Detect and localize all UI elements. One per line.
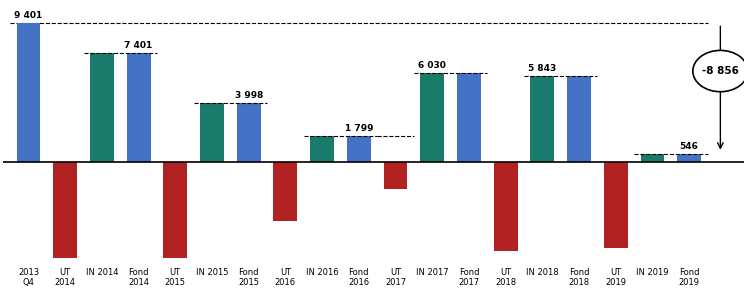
Bar [347, 136, 371, 162]
Bar [421, 73, 444, 162]
Text: 5 843: 5 843 [528, 64, 557, 73]
Text: 546: 546 [680, 142, 698, 151]
Text: 1 799: 1 799 [344, 124, 373, 133]
Bar [90, 53, 114, 162]
Bar [237, 103, 261, 162]
Bar [604, 162, 627, 249]
Bar [200, 103, 224, 162]
Text: 7 401: 7 401 [125, 41, 152, 50]
Bar [273, 162, 297, 221]
Bar [567, 76, 591, 162]
Bar [494, 162, 518, 251]
Bar [457, 73, 481, 162]
Bar [164, 162, 187, 271]
Text: 9 401: 9 401 [14, 12, 43, 21]
Bar [384, 162, 407, 189]
Ellipse shape [692, 50, 747, 92]
Bar [127, 53, 150, 162]
Bar [16, 23, 40, 162]
Text: -8 856: -8 856 [702, 66, 739, 76]
Text: 6 030: 6 030 [418, 61, 446, 70]
Bar [640, 154, 664, 162]
Text: 3 998: 3 998 [235, 91, 263, 100]
Bar [310, 136, 334, 162]
Bar [530, 76, 554, 162]
Bar [53, 162, 77, 290]
Bar [678, 154, 701, 162]
